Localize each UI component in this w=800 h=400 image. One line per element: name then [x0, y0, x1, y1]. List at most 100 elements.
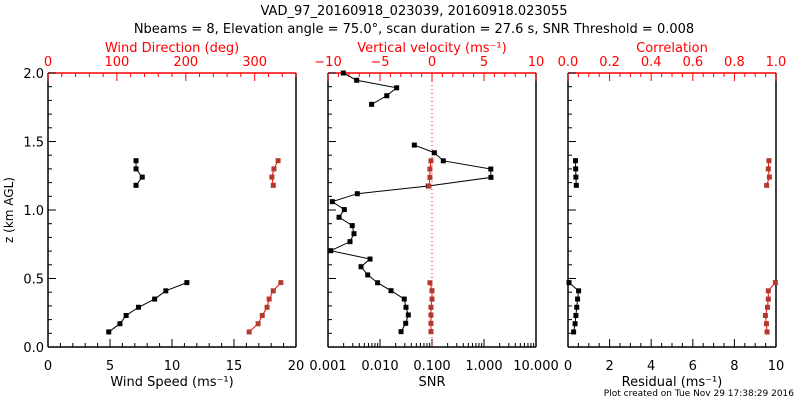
snr-point: [351, 231, 357, 237]
residual-point: [566, 280, 572, 286]
snr-point: [349, 223, 355, 229]
snr-point: [336, 214, 342, 220]
y-tick-label: 1.0: [23, 204, 44, 219]
panel-2: 0.001 0.010 0.100 1.000 10.000 SNR −10 −5 0 5 10 Ve…: [309, 41, 558, 390]
top-x-tick-label: 0.2: [599, 55, 620, 70]
top-x-tick-label: 0.0: [558, 55, 579, 70]
top-x-axis-label: Wind Direction (deg): [105, 41, 239, 56]
x-tick-label: 0.010: [361, 359, 398, 374]
wind-speed-point: [123, 312, 129, 318]
wind-direction-point: [266, 296, 272, 302]
top-x-axis-label: Vertical velocity (ms⁻¹): [357, 41, 506, 56]
top-x-tick-label: 1.0: [766, 55, 787, 70]
snr-point: [358, 264, 364, 270]
wind-speed-point: [152, 296, 158, 302]
correlation-point: [765, 166, 771, 172]
snr-point: [367, 256, 373, 262]
correlation-point: [765, 296, 771, 302]
top-x-tick-label: 100: [104, 55, 129, 70]
vertical-velocity-point: [427, 174, 433, 180]
top-x-tick-label: 0: [44, 55, 52, 70]
snr-point: [328, 248, 334, 254]
x-tick-label: 10: [768, 359, 785, 374]
panel-3: 0 2 4 6 8 10 Residual (ms⁻¹) 0.0 0.2 0.4 0.6 0.8 1.0…: [558, 41, 787, 390]
residual-point: [573, 166, 579, 172]
top-x-tick-label: 0: [428, 55, 436, 70]
top-x-tick-label: 0.8: [724, 55, 745, 70]
top-x-tick-label: −10: [314, 55, 341, 70]
wind-speed-point: [133, 158, 139, 164]
figure-subtitle: Nbeams = 8, Elevation angle = 75.0°, sca…: [134, 22, 694, 37]
footer-text: Plot created on Tue Nov 29 17:38:29 2016: [604, 389, 794, 399]
snr-point: [375, 280, 381, 286]
wind-direction-point: [269, 174, 275, 180]
correlation-point: [772, 280, 778, 286]
vertical-velocity-point: [429, 296, 435, 302]
x-tick-label: 10.000: [513, 359, 559, 374]
correlation-point: [765, 288, 771, 294]
wind-speed-point: [139, 174, 145, 180]
x-tick-label: 8: [730, 359, 738, 374]
correlation-point: [764, 182, 770, 188]
snr-point: [411, 142, 417, 148]
x-tick-label: 1.000: [465, 359, 502, 374]
vertical-velocity-point: [428, 320, 434, 326]
x-tick-label: 2: [605, 359, 613, 374]
residual-point: [573, 312, 579, 318]
wind-direction-point: [270, 288, 276, 294]
snr-point: [329, 199, 335, 205]
top-x-tick-label: 10: [528, 55, 545, 70]
wind-speed-point: [133, 182, 139, 188]
wind-direction-point: [271, 166, 277, 172]
x-tick-label: 4: [647, 359, 655, 374]
snr-point: [405, 312, 411, 318]
x-tick-label: 0.100: [413, 359, 450, 374]
vertical-velocity-point: [426, 183, 432, 189]
x-tick-label: 0.001: [309, 359, 346, 374]
residual-point: [576, 288, 582, 294]
wind-speed-point: [106, 329, 112, 335]
correlation-line: [766, 160, 770, 186]
snr-point: [403, 304, 409, 310]
snr-point: [394, 85, 400, 91]
wind-direction-line: [271, 160, 279, 186]
correlation-point: [762, 312, 768, 318]
wind-direction-point: [259, 312, 265, 318]
snr-point: [431, 150, 437, 156]
wind-speed-point: [133, 166, 139, 172]
snr-line: [343, 72, 398, 105]
residual-point: [572, 321, 578, 327]
wind-direction-point: [255, 321, 261, 327]
x-tick-label: 0: [44, 359, 52, 374]
top-x-axis-label: Correlation: [636, 41, 708, 56]
top-x-tick-label: 200: [173, 55, 198, 70]
residual-point: [574, 304, 580, 310]
x-tick-label: 10: [164, 359, 181, 374]
residual-point: [571, 329, 577, 335]
x-tick-label: 5: [106, 359, 114, 374]
snr-point: [401, 296, 407, 302]
snr-point: [354, 77, 360, 83]
x-axis-label: Residual (ms⁻¹): [622, 375, 723, 390]
wind-speed-point: [136, 304, 142, 310]
residual-point: [573, 174, 579, 180]
y-tick-label: 1.5: [23, 136, 44, 151]
wind-direction-point: [246, 329, 252, 335]
wind-direction-point: [278, 280, 284, 286]
vertical-velocity-point: [428, 158, 434, 164]
snr-point: [488, 174, 494, 180]
x-tick-label: 15: [226, 359, 243, 374]
snr-point: [388, 288, 394, 294]
x-axis-label: SNR: [418, 375, 445, 390]
wind-speed-point: [163, 288, 169, 294]
residual-point: [575, 296, 581, 302]
vertical-velocity-point: [428, 312, 434, 318]
vertical-velocity-point: [428, 329, 434, 335]
top-x-tick-label: −5: [370, 55, 389, 70]
y-tick-label: 0.0: [23, 341, 44, 356]
snr-point: [365, 272, 371, 278]
vertical-velocity-point: [427, 280, 433, 286]
top-x-tick-label: 0.6: [682, 55, 703, 70]
